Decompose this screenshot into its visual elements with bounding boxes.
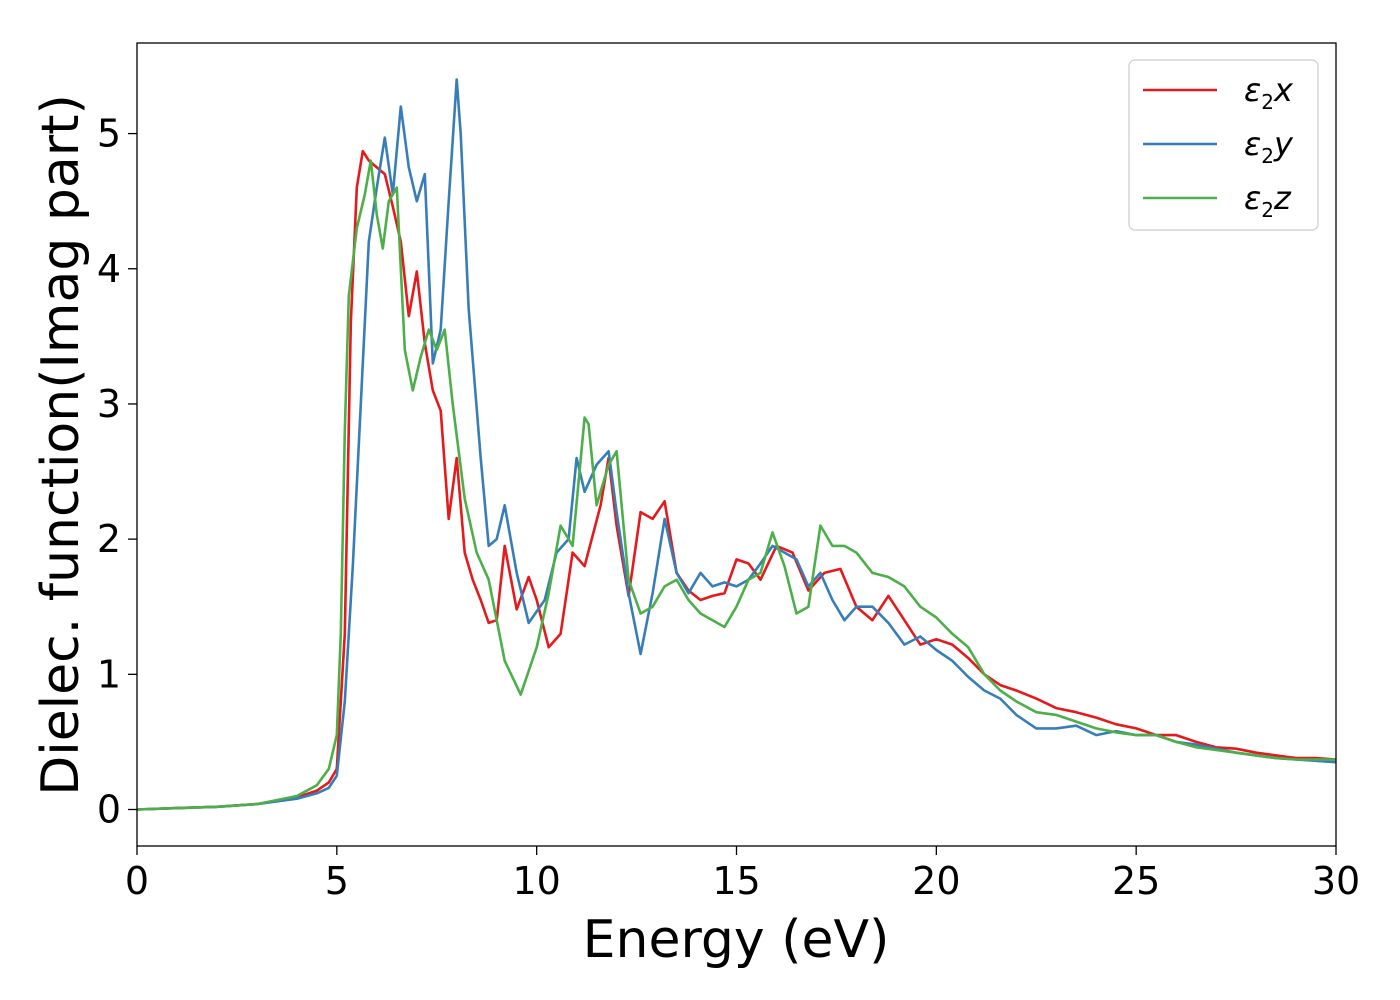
x-tick-label: 0 — [125, 859, 149, 903]
legend-label-y: ε2y — [1244, 125, 1294, 168]
legend: ε2x ε2y ε2z — [1128, 59, 1319, 231]
legend-label-x: ε2x — [1244, 71, 1294, 114]
x-axis-ticks: 0 5 10 15 20 25 30 — [125, 846, 1360, 903]
y-tick-label: 2 — [97, 517, 121, 561]
y-axis-ticks: 0 1 2 3 4 5 — [97, 112, 137, 832]
x-tick-label: 5 — [325, 859, 349, 903]
x-tick-label: 30 — [1312, 859, 1360, 903]
y-axis-label: Dielec. function(Imag part) — [31, 94, 91, 796]
y-tick-label: 3 — [97, 382, 121, 426]
y-tick-label: 0 — [97, 788, 121, 832]
x-tick-label: 15 — [712, 859, 760, 903]
series-line-x — [137, 149, 1336, 811]
x-tick-label: 10 — [512, 859, 560, 903]
series-line-z — [137, 159, 1336, 811]
y-tick-label: 5 — [97, 112, 121, 156]
y-tick-label: 1 — [97, 652, 121, 696]
legend-box — [1128, 59, 1319, 231]
legend-label-z: ε2z — [1244, 179, 1292, 222]
y-tick-label: 4 — [97, 247, 121, 291]
x-tick-label: 25 — [1112, 859, 1160, 903]
x-axis-label: Energy (eV) — [583, 910, 890, 970]
x-tick-label: 20 — [912, 859, 960, 903]
series-layer — [137, 78, 1336, 811]
